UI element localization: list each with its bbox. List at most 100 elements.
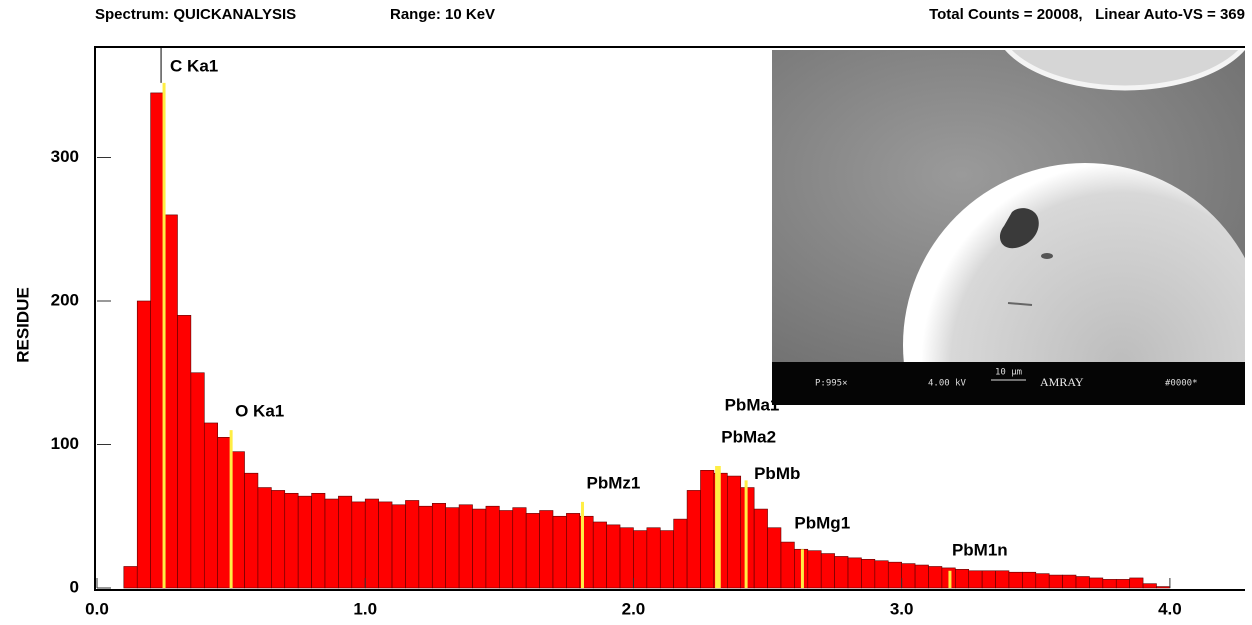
bar xyxy=(767,527,782,589)
scratch xyxy=(1007,302,1033,306)
element-label: PbMb xyxy=(754,464,800,483)
y-tick-label: 0 xyxy=(70,577,79,596)
x-tick-label: 2.0 xyxy=(622,599,646,618)
bar xyxy=(217,437,232,589)
bar xyxy=(150,92,165,589)
element-label: PbMg1 xyxy=(794,514,850,533)
bar xyxy=(123,566,138,589)
bar xyxy=(539,510,554,589)
plot-frame xyxy=(94,46,1245,591)
bar xyxy=(981,570,996,589)
brand: AMRAY xyxy=(1040,375,1084,389)
info-strip xyxy=(772,362,1245,405)
bar xyxy=(485,505,500,589)
bar xyxy=(284,492,299,589)
element-label: O Ka1 xyxy=(235,402,284,421)
dark-spot xyxy=(999,208,1039,249)
element-label: PbM1n xyxy=(952,540,1008,559)
small-spot xyxy=(1041,253,1053,259)
scale-text: 10 µm xyxy=(995,368,1022,378)
lower-sphere xyxy=(903,163,1245,362)
bar xyxy=(1022,571,1037,589)
bar xyxy=(834,556,849,589)
bar xyxy=(659,530,674,589)
bar xyxy=(968,570,983,589)
bar xyxy=(901,563,916,589)
bar xyxy=(646,527,661,589)
bar xyxy=(190,372,205,589)
bar xyxy=(820,553,835,589)
y-tick-label: 200 xyxy=(51,290,79,309)
magnification: P:995× xyxy=(815,379,848,389)
bar xyxy=(338,495,353,589)
bar xyxy=(1115,579,1130,589)
bar xyxy=(995,570,1010,589)
bar xyxy=(914,564,929,589)
bar xyxy=(552,515,567,589)
bar xyxy=(700,470,715,589)
bar xyxy=(472,508,487,589)
y-tick-label: 100 xyxy=(51,434,79,453)
y-axis-label: RESIDUE xyxy=(13,287,32,363)
bar xyxy=(311,492,326,589)
x-tick-label: 0.0 xyxy=(85,599,109,618)
bar xyxy=(1156,586,1171,589)
bar xyxy=(136,300,151,589)
bar xyxy=(257,487,272,589)
bar xyxy=(499,510,514,589)
plot-area: C Ka1 O Ka1 PbMz1 PbMa1 PbMa2 PbMb PbMg1 PbM1n 0… xyxy=(51,46,1245,618)
bar xyxy=(1062,574,1077,589)
bar xyxy=(271,490,286,589)
bar xyxy=(431,503,446,589)
bar xyxy=(887,561,902,589)
spectrum-title: Spectrum: QUICKANALYSIS xyxy=(95,6,296,23)
bar xyxy=(324,498,339,589)
bar xyxy=(673,518,688,589)
bar xyxy=(1089,577,1104,589)
bar xyxy=(955,569,970,589)
bar xyxy=(566,513,581,589)
range-label: Range: 10 KeV xyxy=(390,6,495,23)
element-label: PbMa2 xyxy=(721,428,776,447)
image-id: #0000* xyxy=(1165,379,1198,389)
sem-image: P:995× 4.00 kV 10 µm AMRAY #0000* xyxy=(772,50,1245,405)
element-label: PbMa1 xyxy=(725,396,780,415)
bar xyxy=(405,500,420,589)
bar xyxy=(861,558,876,589)
bar xyxy=(458,504,473,589)
element-label: PbMz1 xyxy=(586,473,640,492)
bar xyxy=(364,498,379,589)
voltage: 4.00 kV xyxy=(928,379,967,389)
x-tick-label: 1.0 xyxy=(353,599,377,618)
bar xyxy=(633,530,648,589)
bar xyxy=(928,566,943,589)
bar xyxy=(874,560,889,589)
bar xyxy=(606,524,621,589)
bar xyxy=(525,513,540,589)
bar xyxy=(847,557,862,589)
bar xyxy=(780,541,795,589)
upper-sphere xyxy=(1004,50,1245,91)
bar xyxy=(727,475,742,589)
bar xyxy=(592,521,607,589)
bar xyxy=(230,451,245,589)
bar xyxy=(686,490,701,589)
bar xyxy=(753,508,768,589)
x-tick-label: 4.0 xyxy=(1158,599,1182,618)
bar xyxy=(619,527,634,589)
bar xyxy=(203,422,219,589)
bar xyxy=(807,550,822,589)
x-tick-label: 3.0 xyxy=(890,599,914,618)
counts-label: Total Counts = 20008, Linear Auto-VS = 3… xyxy=(929,6,1245,23)
bar xyxy=(1142,583,1157,589)
bar xyxy=(1048,574,1063,589)
bar xyxy=(1102,579,1117,589)
bar xyxy=(351,501,366,589)
bar xyxy=(378,501,393,589)
bar xyxy=(1075,576,1090,589)
y-tick-label: 300 xyxy=(51,147,79,166)
bar xyxy=(391,504,406,589)
bar xyxy=(177,315,192,589)
bar xyxy=(1035,573,1050,589)
